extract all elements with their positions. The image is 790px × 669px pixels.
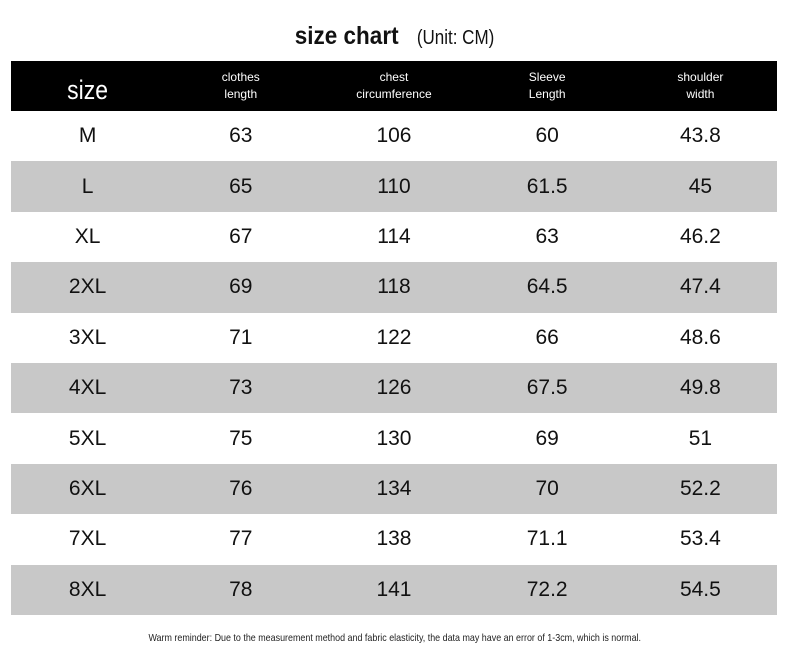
table-row: 5XL 75 130 69 51: [11, 413, 777, 463]
table-row: M 63 106 60 43.8: [11, 111, 777, 161]
cell: 67.5: [470, 362, 624, 414]
cell: 106: [376, 124, 412, 148]
header-text: Length: [528, 87, 566, 101]
cell: 67: [229, 224, 253, 248]
cell: 52.2: [623, 463, 777, 515]
cell: 63: [229, 124, 253, 148]
cell: 8XL: [11, 564, 165, 615]
cell: 7XL: [68, 527, 107, 551]
cell: 126: [317, 362, 471, 414]
cell: 78: [164, 564, 318, 615]
size-table: size clothes length chest circumference Sleev…: [11, 61, 777, 615]
cell: 60: [535, 124, 559, 148]
cell: 71.1: [526, 527, 568, 551]
header-cell: clothes length: [164, 61, 318, 111]
title-bar: size chart (Unit: CM): [0, 22, 790, 51]
cell: 77: [229, 527, 253, 551]
note-text: Warm reminder: Due to the measurement me…: [148, 632, 642, 644]
cell: 45: [623, 161, 777, 212]
cell: 69: [535, 426, 559, 450]
note: Warm reminder: Due to the measurement me…: [0, 632, 790, 644]
cell: 63: [535, 224, 559, 248]
cell: 64.5: [470, 262, 624, 313]
table-row: XL 67 114 63 46.2: [11, 212, 777, 262]
cell: 3XL: [68, 325, 107, 349]
cell: 5XL: [68, 426, 107, 450]
table-row: L 65 110 61.5 45: [11, 161, 777, 212]
cell: 61.5: [470, 161, 624, 212]
cell: XL: [74, 224, 101, 248]
cell: 2XL: [11, 262, 165, 313]
cell: 130: [376, 426, 412, 450]
table-row: 8XL 78 141 72.2 54.5: [11, 564, 777, 615]
unit: (Unit: CM): [417, 27, 495, 49]
table-row: 7XL 77 138 71.1 53.4: [11, 514, 777, 564]
header-cell: Sleeve Length: [470, 61, 624, 111]
cell: 71: [229, 325, 253, 349]
cell: 134: [317, 463, 471, 515]
header-text: Sleeve: [528, 70, 566, 84]
cell: 76: [164, 463, 318, 515]
cell: 4XL: [11, 362, 165, 414]
header-text: length: [224, 87, 258, 101]
cell: 138: [376, 527, 412, 551]
cell: 114: [377, 224, 411, 248]
cell: 73: [164, 362, 318, 414]
cell: 51: [688, 426, 713, 450]
header-cell: shoulder width: [623, 61, 777, 111]
header-text: shoulder: [677, 70, 724, 84]
table-row: 4XL 73 126 67.5 49.8: [11, 362, 777, 414]
cell: 141: [317, 564, 471, 615]
cell: L: [11, 161, 165, 212]
cell: 49.8: [623, 362, 777, 414]
cell: 118: [317, 262, 471, 313]
table-row: 6XL 76 134 70 52.2: [11, 463, 777, 515]
cell: 69: [164, 262, 318, 313]
header-text: size: [67, 75, 108, 105]
cell: M: [78, 124, 97, 148]
header-row: size clothes length chest circumference Sleev…: [11, 61, 777, 111]
header-text: width: [686, 87, 715, 101]
cell: 46.2: [679, 224, 721, 248]
cell: 6XL: [11, 463, 165, 515]
table-row: 3XL 71 122 66 48.6: [11, 313, 777, 363]
cell: 66: [535, 325, 559, 349]
title: size chart: [294, 22, 399, 50]
cell: 48.6: [679, 325, 721, 349]
cell: 75: [229, 426, 253, 450]
cell: 70: [470, 463, 624, 515]
header-cell: chest circumference: [317, 61, 471, 111]
cell: 122: [376, 325, 412, 349]
cell: 65: [164, 161, 318, 212]
cell: 110: [317, 161, 471, 212]
table-body: M 63 106 60 43.8 L 65 110 61.5 45 XL 67 114 63 46.2 2XL…: [11, 111, 777, 615]
header-text: chest: [379, 70, 409, 84]
cell: 54.5: [623, 564, 777, 615]
cell: 53.4: [679, 527, 721, 551]
header-text: clothes: [221, 70, 260, 84]
header-text: circumference: [356, 87, 432, 101]
cell: 43.8: [679, 124, 721, 148]
table-row: 2XL 69 118 64.5 47.4: [11, 262, 777, 313]
cell: 72.2: [470, 564, 624, 615]
header-cell: size: [11, 61, 165, 111]
cell: 47.4: [623, 262, 777, 313]
